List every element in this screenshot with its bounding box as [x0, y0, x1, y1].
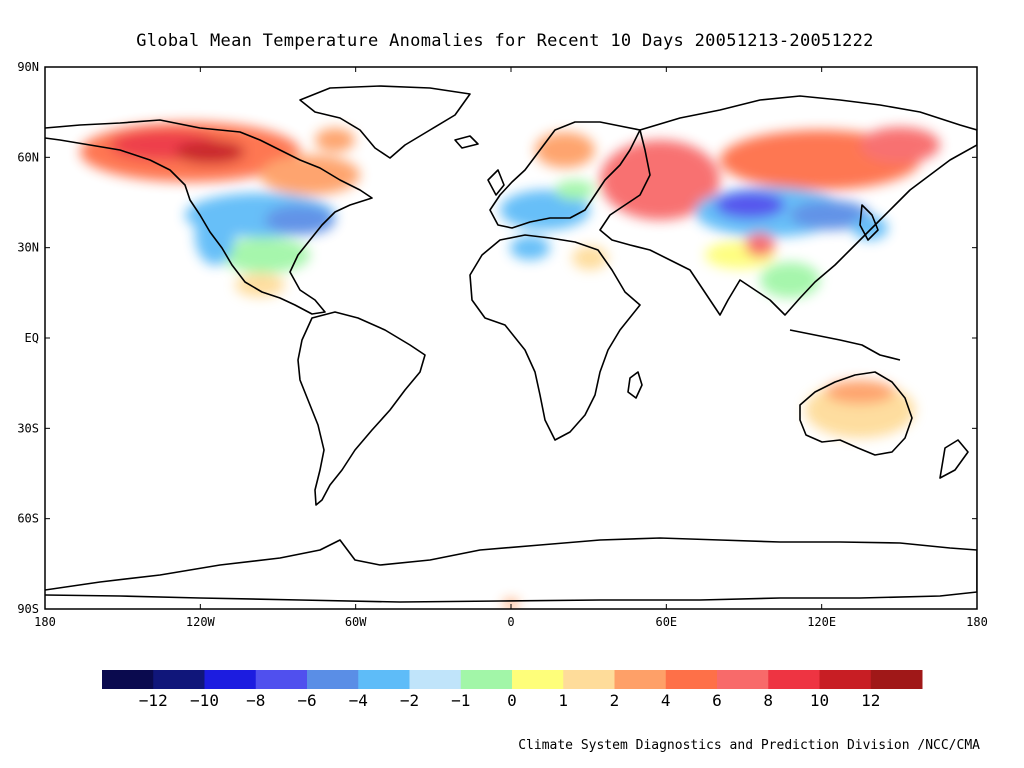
- coast-uk: [487, 169, 505, 196]
- coast-indonesia: [789, 329, 901, 361]
- lat-tick-label: 90S: [17, 602, 39, 616]
- map-title: Global Mean Temperature Anomalies for Re…: [136, 31, 874, 51]
- anomaly-patch-us-east: [265, 205, 335, 235]
- anomaly-patch-canada-east: [260, 155, 360, 195]
- anomaly-patch-tibet: [745, 233, 775, 257]
- coast-africa: [469, 234, 641, 441]
- anomaly-patch-se-asia: [760, 262, 820, 298]
- longitude-axis: 180 120W 60W 0 60E 120E 180: [34, 67, 988, 629]
- colorbar-label: 6: [712, 691, 722, 710]
- colorbar-swatch: [512, 670, 564, 689]
- colorbar-swatch: [204, 670, 257, 689]
- colorbar-swatch: [460, 670, 513, 689]
- anomaly-patch-greenland-s: [315, 128, 355, 152]
- lon-tick-label: 60E: [655, 615, 677, 629]
- colorbar-label: 4: [661, 691, 671, 710]
- coastlines: [45, 85, 977, 603]
- colorbar-swatch: [307, 670, 359, 689]
- colorbar-label: 0: [507, 691, 517, 710]
- anomaly-patch-n-africa: [510, 236, 550, 260]
- anomaly-patch-scandinavia: [535, 132, 595, 168]
- lon-tick-label: 180: [34, 615, 56, 629]
- lat-tick-label: 60N: [17, 150, 39, 164]
- anomaly-patch-china-east: [790, 200, 870, 230]
- lat-tick-label: EQ: [25, 331, 39, 345]
- coast-greenland: [299, 85, 471, 159]
- coast-south-america: [297, 311, 426, 506]
- colorbar-swatch: [819, 670, 872, 689]
- anomaly-patch-mexico: [235, 273, 285, 297]
- colorbar-label: 8: [763, 691, 773, 710]
- lon-tick-label: 60W: [345, 615, 367, 629]
- lon-tick-label: 0: [507, 615, 514, 629]
- lon-tick-label: 120W: [186, 615, 216, 629]
- colorbar-label: 1: [558, 691, 568, 710]
- colorbar-swatch: [717, 670, 769, 689]
- coast-europe: [489, 121, 641, 229]
- anomaly-patch-australia-north: [825, 380, 895, 404]
- credit-line: Climate System Diagnostics and Predictio…: [518, 738, 980, 753]
- latitude-axis: 90N 60N 30N EQ 30S 60S 90S: [17, 60, 977, 616]
- lon-tick-label: 120E: [807, 615, 836, 629]
- anomaly-patch-us-south: [220, 237, 310, 273]
- anomaly-patch-mongolia: [715, 191, 785, 219]
- colorbar-swatch: [768, 670, 820, 689]
- lat-tick-label: 30S: [17, 421, 39, 435]
- colorbar-label: 10: [810, 691, 829, 710]
- colorbar-swatch: [255, 670, 308, 689]
- colorbar-swatch: [614, 670, 667, 689]
- coast-iceland: [454, 135, 479, 149]
- anomaly-patch-central-eu: [555, 180, 595, 200]
- colorbar-label: 2: [610, 691, 620, 710]
- lon-tick-label: 180: [966, 615, 988, 629]
- coast-asia: [599, 95, 977, 316]
- colorbar-label: −8: [246, 691, 265, 710]
- colorbar-label: −1: [451, 691, 470, 710]
- anomaly-field-layer: [80, 122, 940, 609]
- anomaly-patch-europe-west: [500, 190, 590, 230]
- colorbar-swatch: [409, 670, 462, 689]
- colorbar-label: −12: [139, 691, 168, 710]
- anomaly-patch-japan: [852, 216, 888, 240]
- colorbar-label: −2: [400, 691, 419, 710]
- anomaly-patch-siberia: [860, 127, 940, 163]
- colorbar-label: 12: [861, 691, 880, 710]
- anomaly-patch-russia-west: [600, 140, 720, 220]
- colorbar-swatch: [563, 670, 615, 689]
- colorbar-label: −6: [297, 691, 316, 710]
- colorbar-swatch: [102, 670, 154, 689]
- anomaly-patch-bc: [175, 140, 245, 164]
- coast-north-america: [45, 119, 373, 315]
- anomaly-patch-egypt: [572, 246, 608, 270]
- coast-madagascar: [627, 371, 643, 399]
- anomaly-patch-us-west: [195, 205, 235, 265]
- lat-tick-label: 90N: [17, 60, 39, 74]
- colorbar: −12 −10 −8 −6 −4 −2 −1 0 1 2 4 6 8 10 12: [102, 670, 923, 710]
- colorbar-swatch: [870, 670, 923, 689]
- colorbar-swatch: [153, 670, 205, 689]
- lat-tick-label: 30N: [17, 241, 39, 255]
- lat-tick-label: 60S: [17, 512, 39, 526]
- colorbar-swatch: [358, 670, 410, 689]
- colorbar-label: −4: [349, 691, 368, 710]
- coast-antarctica: [45, 537, 977, 603]
- coast-new-zealand: [939, 439, 969, 479]
- colorbar-swatch: [665, 670, 718, 689]
- coast-japan: [859, 204, 879, 241]
- colorbar-label: −10: [190, 691, 219, 710]
- coast-australia: [799, 371, 913, 456]
